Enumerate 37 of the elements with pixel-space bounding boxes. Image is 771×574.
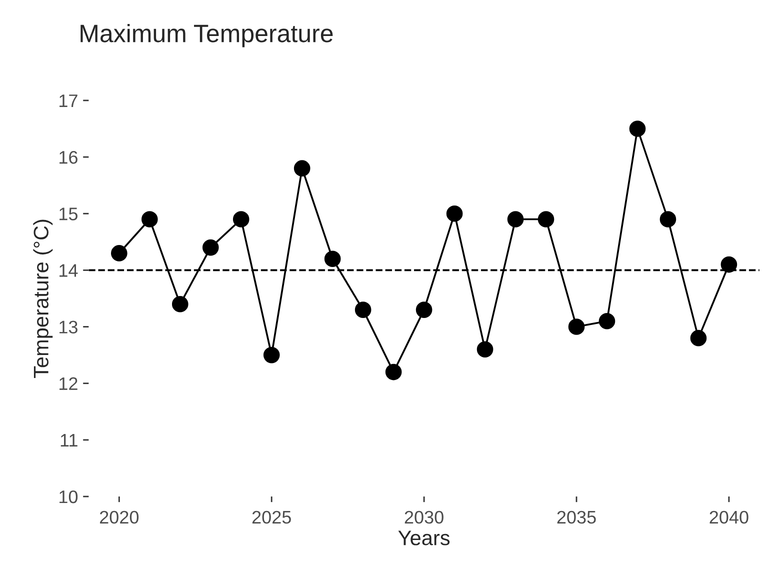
- chart-title: Maximum Temperature: [80, 24, 333, 48]
- point: [232, 211, 250, 228]
- y-tick-label: 10: [60, 490, 78, 504]
- point: [568, 318, 585, 335]
- point: [294, 160, 310, 177]
- point: [660, 211, 676, 228]
- point: [202, 239, 219, 256]
- point: [172, 296, 188, 312]
- point: [538, 211, 554, 228]
- y-tick-label: 11: [60, 434, 78, 446]
- y-tick-label: 17: [60, 94, 78, 107]
- y-axis-title: Temperature (°C): [33, 220, 53, 378]
- point: [110, 245, 128, 262]
- point: [416, 302, 432, 318]
- y-tick-label: 15: [60, 208, 78, 220]
- x-tick-label: 2030: [404, 510, 444, 524]
- point: [598, 312, 616, 330]
- point: [141, 211, 158, 228]
- x-tick-label: 2020: [100, 510, 139, 524]
- x-tick-label: 2040: [710, 510, 748, 524]
- point: [354, 302, 372, 318]
- point: [629, 120, 646, 137]
- x-tick-label: 2035: [557, 510, 596, 524]
- point: [263, 346, 280, 364]
- x-tick-label: 2025: [252, 510, 291, 524]
- y-tick-label: 14: [60, 264, 78, 277]
- y-tick-label: 16: [60, 150, 78, 164]
- point: [385, 364, 402, 380]
- point: [446, 205, 463, 222]
- point: [324, 250, 341, 268]
- x-axis-title: Years: [398, 530, 450, 546]
- y-tick-label: 13: [60, 320, 78, 334]
- y-tick-label: 12: [60, 377, 78, 390]
- point: [720, 256, 738, 273]
- point: [507, 211, 524, 228]
- point: [476, 341, 494, 358]
- point: [690, 330, 707, 346]
